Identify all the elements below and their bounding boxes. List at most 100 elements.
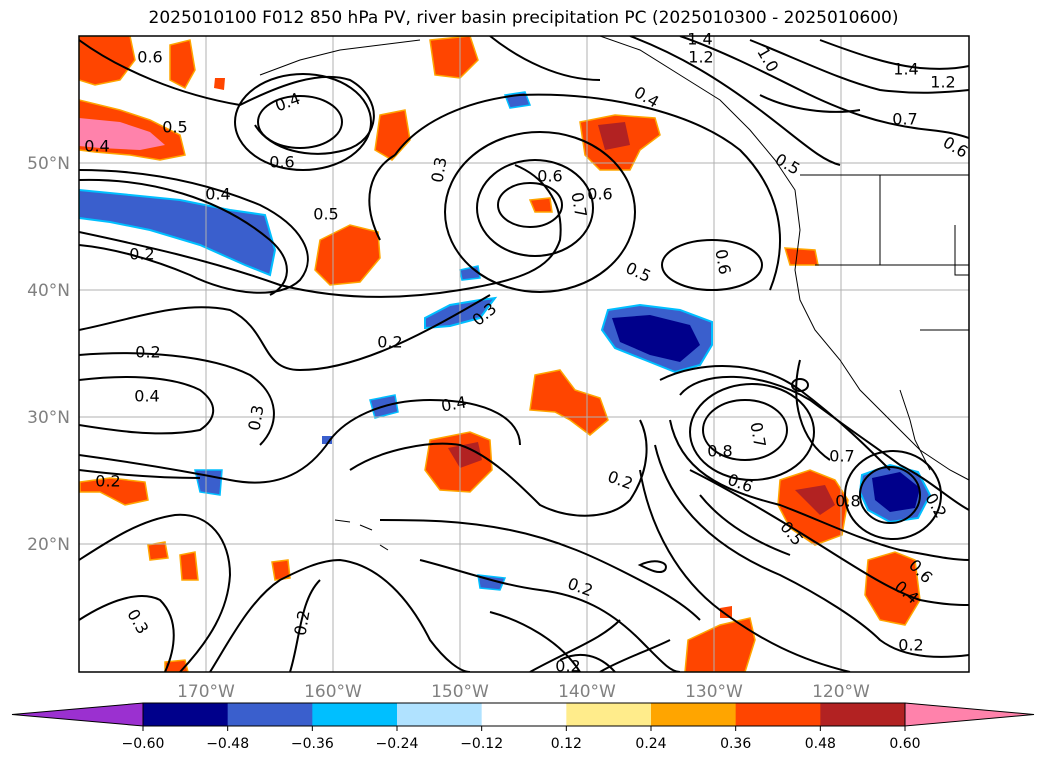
shade-strong-negative bbox=[612, 315, 700, 362]
precipitation-shading bbox=[79, 36, 932, 672]
contour-label: 0.5 bbox=[162, 118, 187, 137]
colorbar-segment bbox=[651, 703, 737, 726]
shade-positive bbox=[169, 39, 196, 90]
contour-label: 0.5 bbox=[313, 205, 338, 224]
shade-strong bbox=[795, 485, 835, 515]
contour-label: 0.7 bbox=[892, 110, 917, 129]
shade-strong bbox=[79, 118, 165, 150]
lat-label: 20°N bbox=[27, 535, 70, 555]
shade-positive bbox=[528, 197, 553, 213]
lon-label: 150°W bbox=[431, 682, 489, 702]
colorbar-segment bbox=[820, 703, 906, 726]
colorbar-tick-label: 0.48 bbox=[805, 736, 836, 752]
contour-label: 0.6 bbox=[725, 470, 755, 497]
contour-label: 0.4 bbox=[272, 89, 302, 116]
contour-label: 0.4 bbox=[631, 83, 663, 112]
colorbar: −0.60 −0.48 −0.36 −0.24 −0.12 0.12 0.24 0.36 0.4… bbox=[11, 702, 1035, 752]
lat-label: 30°N bbox=[27, 408, 70, 428]
contour-label: 0.6 bbox=[269, 153, 294, 172]
contour-label: 0.7 bbox=[746, 421, 769, 449]
lon-label: 170°W bbox=[177, 682, 235, 702]
colorbar-extend-max bbox=[904, 702, 1035, 727]
colorbar-segment bbox=[143, 703, 229, 726]
shade-strong bbox=[448, 442, 482, 468]
colorbar-tick-label: −0.24 bbox=[376, 736, 419, 752]
contour-label: 0.2 bbox=[290, 609, 313, 637]
map-frame bbox=[78, 35, 970, 673]
colorbar-tick-label: −0.36 bbox=[291, 736, 334, 752]
lon-label: 160°W bbox=[304, 682, 362, 702]
contour-label: 0.6 bbox=[137, 48, 162, 67]
contour-label: 0.2 bbox=[555, 657, 580, 676]
pv-contours bbox=[79, 36, 969, 672]
shade-positive bbox=[783, 247, 819, 266]
colorbar-tick-label: 0.60 bbox=[889, 736, 920, 752]
contour-label: 0.2 bbox=[377, 333, 402, 352]
shade-positive bbox=[529, 369, 609, 436]
contour-label: 0.4 bbox=[84, 137, 109, 156]
colorbar-extend-min bbox=[11, 702, 144, 727]
contour-label: 0.3 bbox=[244, 404, 267, 432]
shade-negative bbox=[79, 188, 277, 277]
contour-label: 0.7 bbox=[829, 447, 854, 466]
colorbar-tick-label: −0.12 bbox=[460, 736, 503, 752]
contour-label: 0.4 bbox=[134, 387, 159, 406]
colorbar-tick-label: 0.12 bbox=[551, 736, 582, 752]
map-title: 2025010100 F012 850 hPa PV, river basin … bbox=[148, 8, 899, 28]
contour-label: 0.4 bbox=[440, 392, 468, 415]
contour-label: 0.2 bbox=[898, 636, 923, 655]
contour-label: 0.3 bbox=[427, 156, 450, 184]
contour-label: 0.8 bbox=[707, 442, 732, 461]
colorbar-tick-label: 0.24 bbox=[635, 736, 666, 752]
contour-label: 1.0 bbox=[753, 44, 782, 76]
shade-positive bbox=[79, 477, 149, 506]
contour-label: 0.2 bbox=[95, 472, 120, 491]
shade-strong-negative bbox=[872, 472, 920, 512]
shade-positive bbox=[684, 617, 756, 672]
lon-label: 130°W bbox=[685, 682, 743, 702]
contour-label: 0.6 bbox=[711, 248, 734, 276]
contour-labels: 0.60.60.50.40.40.60.40.20.50.30.60.70.5 0… bbox=[84, 30, 971, 676]
contour-label: 0.6 bbox=[537, 167, 562, 186]
lat-label: 50°N bbox=[27, 154, 70, 174]
shade-positive bbox=[429, 36, 479, 79]
contour-label: 1.4 bbox=[893, 60, 918, 79]
shade-positive bbox=[374, 109, 411, 161]
shade-strong bbox=[598, 122, 630, 150]
colorbar-border bbox=[142, 702, 906, 727]
shade-positive bbox=[79, 36, 136, 86]
gridlines bbox=[79, 36, 969, 672]
shade-positive bbox=[179, 551, 199, 581]
colorbar-segment bbox=[312, 703, 398, 726]
colorbar-segment bbox=[397, 703, 483, 726]
coastlines bbox=[259, 36, 969, 551]
contour-label: 0.4 bbox=[205, 185, 230, 204]
contour-label: 0.7 bbox=[567, 191, 590, 219]
lat-label: 40°N bbox=[27, 281, 70, 301]
shade-positive bbox=[720, 606, 732, 618]
contour-label: 0.3 bbox=[123, 606, 152, 638]
colorbar-tick-label: −0.48 bbox=[206, 736, 249, 752]
contour-label: 0.2 bbox=[135, 343, 160, 362]
contour-label: 0.5 bbox=[623, 258, 654, 286]
contour-label: 1.2 bbox=[688, 48, 713, 67]
lon-label: 140°W bbox=[558, 682, 616, 702]
lon-label: 120°W bbox=[812, 682, 870, 702]
shade-positive bbox=[214, 78, 225, 90]
contour-label: 0.2 bbox=[129, 245, 154, 264]
shade-positive bbox=[314, 224, 381, 286]
colorbar-tick-label: −0.60 bbox=[122, 736, 165, 752]
contour-label: 0.5 bbox=[772, 150, 804, 179]
contour-label: 0.8 bbox=[835, 492, 860, 511]
contour-label: 1.2 bbox=[930, 73, 955, 92]
colorbar-segment bbox=[227, 703, 313, 726]
shade-positive bbox=[271, 559, 291, 581]
colorbar-segment bbox=[481, 703, 567, 726]
contour-label: 1.4 bbox=[687, 30, 712, 49]
colorbar-segment bbox=[735, 703, 821, 726]
contour-label: 0.6 bbox=[587, 185, 612, 204]
colorbar-segment bbox=[566, 703, 652, 726]
colorbar-tick-label: 0.36 bbox=[720, 736, 751, 752]
contour-label: 0.2 bbox=[605, 467, 635, 494]
